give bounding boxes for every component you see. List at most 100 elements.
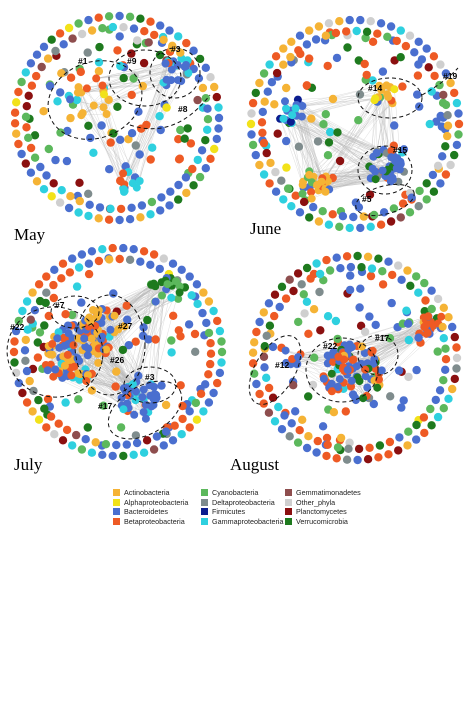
cluster-outline: [421, 67, 459, 96]
network-node: [188, 164, 197, 174]
network-node: [167, 348, 176, 357]
network-node: [182, 188, 191, 198]
network-node: [331, 28, 341, 38]
network-node: [356, 223, 365, 233]
network-node: [174, 294, 183, 303]
network-node: [42, 272, 51, 281]
panel-may: [10, 11, 224, 225]
network-node: [392, 36, 401, 46]
network-node: [251, 150, 260, 160]
legend-item-other-phyla: Other_phyla: [285, 498, 335, 507]
network-node: [73, 354, 82, 363]
cluster-label: #15: [393, 145, 407, 155]
network-node: [377, 366, 386, 375]
network-node: [37, 62, 46, 72]
network-node: [302, 443, 312, 453]
network-node: [166, 187, 175, 196]
network-node: [151, 335, 160, 344]
network-node: [152, 432, 162, 441]
network-node: [259, 399, 268, 408]
network-node: [104, 95, 113, 105]
network-node: [395, 164, 404, 173]
network-node: [94, 310, 103, 319]
network-node: [24, 91, 33, 101]
network-node: [97, 121, 106, 130]
network-node: [439, 90, 448, 100]
network-node: [386, 22, 396, 31]
network-node: [259, 69, 269, 78]
network-node: [405, 208, 415, 217]
network-node: [289, 286, 298, 296]
network-node: [452, 98, 462, 108]
network-node: [321, 110, 330, 119]
network-node: [299, 197, 309, 207]
network-node: [353, 455, 362, 465]
legend-label: Gammaproteobacteria: [212, 516, 284, 526]
network-node: [314, 217, 324, 226]
network-node: [119, 243, 128, 253]
network-node: [159, 35, 168, 44]
network-node: [217, 358, 226, 367]
network-node: [368, 346, 377, 355]
legend-item-deltaproteobacteria: Deltaproteobacteria: [201, 498, 275, 507]
network-node: [206, 339, 215, 348]
network-node: [252, 327, 261, 337]
cluster-outline: [108, 49, 182, 107]
network-node: [354, 203, 364, 212]
network-node: [323, 351, 332, 360]
network-node: [429, 52, 439, 61]
network-node: [190, 329, 200, 339]
network-node: [69, 341, 78, 350]
network-node: [436, 111, 445, 121]
network-node: [94, 67, 104, 76]
network-node: [82, 84, 91, 93]
network-node: [22, 297, 32, 306]
network-node: [446, 160, 455, 170]
network-node: [61, 310, 70, 319]
network-node: [336, 433, 346, 443]
network-node: [439, 404, 448, 413]
network-node: [396, 26, 405, 35]
network-node: [324, 220, 334, 229]
network-node: [26, 168, 36, 177]
network-node: [206, 154, 215, 163]
phylum-legend: Actinobacteria Alphaproteobacteria Bactero…: [113, 488, 363, 532]
network-node: [167, 65, 176, 74]
network-node: [255, 317, 264, 327]
network-node: [184, 69, 193, 77]
network-node: [127, 90, 136, 100]
network-node: [136, 14, 145, 23]
network-node: [23, 325, 32, 334]
panel-august: [248, 251, 462, 465]
network-node: [248, 348, 258, 357]
network-node: [346, 271, 355, 280]
network-node: [277, 425, 287, 434]
network-node: [327, 369, 336, 378]
network-node: [262, 331, 271, 340]
network-node: [43, 54, 53, 63]
network-node: [250, 338, 259, 347]
network-node: [307, 114, 316, 123]
network-node: [313, 436, 322, 446]
network-node: [441, 365, 450, 374]
network-node: [115, 254, 124, 264]
network-node: [302, 297, 312, 306]
network-node: [324, 138, 334, 147]
network-node: [362, 70, 371, 80]
network-node: [384, 92, 393, 101]
network-node: [26, 59, 36, 68]
network-node: [75, 178, 84, 187]
network-node: [318, 422, 328, 431]
network-node: [198, 83, 208, 93]
network-node: [347, 343, 356, 352]
network-node: [406, 281, 415, 290]
network-node: [183, 124, 192, 133]
network-node: [135, 177, 144, 185]
network-node: [212, 134, 221, 144]
network-node: [28, 288, 37, 297]
network-node: [105, 165, 114, 174]
legend-swatch: [285, 498, 292, 506]
network-node: [22, 123, 31, 132]
network-node: [300, 309, 309, 318]
network-node: [354, 444, 364, 454]
